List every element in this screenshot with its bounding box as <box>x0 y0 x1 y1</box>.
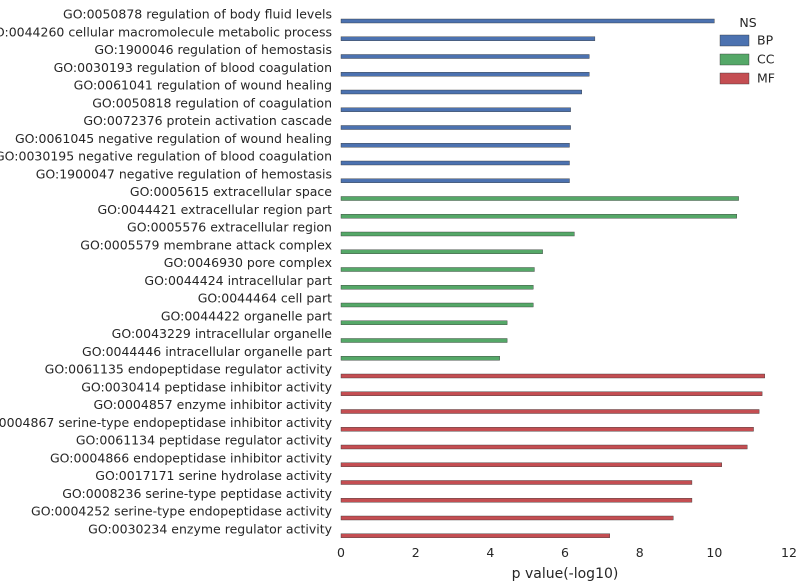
category-label: GO:0004252 serine-type endopeptidase act… <box>31 504 333 519</box>
bar-mf <box>340 462 722 467</box>
category-label: GO:0043229 intracellular organelle <box>112 326 333 341</box>
category-label: GO:0005579 membrane attack complex <box>80 237 332 252</box>
category-label: GO:0046930 pore complex <box>164 255 332 270</box>
legend-swatch-cc <box>719 53 750 66</box>
bar-mf <box>340 498 693 503</box>
bar-cc <box>340 302 534 308</box>
x-tick-label: 12 <box>781 545 797 560</box>
category-label: GO:0004866 endopeptidase inhibitor activ… <box>50 450 333 465</box>
x-tick-label: 2 <box>412 545 420 560</box>
legend-label-cc: CC <box>757 52 775 67</box>
category-label: GO:0044422 organelle part <box>161 308 332 323</box>
x-axis-title: p value(-log10) <box>512 566 619 582</box>
bar-cc <box>340 196 739 201</box>
bar-cc <box>340 249 543 254</box>
category-label: GO:0004857 enzyme inhibitor activity <box>93 397 332 412</box>
category-label: GO:0061041 regulation of wound healing <box>74 78 332 93</box>
bar-cc <box>340 267 535 272</box>
bar-bp <box>340 107 571 112</box>
x-tick-label: 10 <box>706 545 722 560</box>
bar-mf <box>340 427 754 432</box>
bar-cc <box>340 320 508 325</box>
category-label: GO:0050878 regulation of body fluid leve… <box>63 7 332 22</box>
category-label: GO:0044424 intracellular part <box>144 273 332 288</box>
bar-cc <box>340 285 534 290</box>
category-label: GO:0044464 cell part <box>198 291 332 306</box>
bar-bp <box>340 89 583 95</box>
category-label: GO:1900046 regulation of hemostasis <box>94 42 332 57</box>
x-tick-label: 8 <box>636 545 644 560</box>
bars-layer <box>340 18 765 538</box>
x-tick-label: 4 <box>486 545 494 560</box>
bar-bp <box>340 18 715 24</box>
category-label: GO:1900047 negative regulation of hemost… <box>36 166 332 181</box>
bar-mf <box>340 480 693 485</box>
bar-cc <box>340 231 575 237</box>
bar-bp <box>340 160 570 166</box>
category-label: GO:0005576 extracellular region <box>127 220 332 235</box>
bar-mf <box>340 409 760 414</box>
category-label: GO:0030193 regulation of blood coagulati… <box>54 60 332 75</box>
bar-bp <box>340 72 590 77</box>
bar-mf <box>340 444 748 450</box>
bar-cc <box>340 338 508 343</box>
bar-mf <box>340 515 674 521</box>
category-label: GO:0005615 extracellular space <box>130 184 332 199</box>
legend-swatch-mf <box>719 72 750 85</box>
category-label: GO:0044260 cellular macromolecule metabo… <box>0 24 332 39</box>
category-label: GO:0044421 extracellular region part <box>97 202 332 217</box>
category-label: GO:0061045 negative regulation of wound … <box>15 131 332 146</box>
category-label: GO:0072376 protein activation cascade <box>83 113 332 128</box>
category-label: GO:0061134 peptidase regulator activity <box>76 433 333 448</box>
category-label: GO:0030234 enzyme regulator activity <box>88 521 332 536</box>
bar-cc <box>340 356 500 361</box>
bar-bp <box>340 36 596 41</box>
legend-label-bp: BP <box>757 33 774 48</box>
bar-cc <box>340 214 737 219</box>
bar-bp <box>340 178 570 183</box>
category-label: GO:0004867 serine-type endopeptidase inh… <box>0 415 333 430</box>
x-tick-label: 6 <box>561 545 569 560</box>
category-label: GO:0017171 serine hydrolase activity <box>95 468 332 483</box>
bar-mf <box>340 391 763 396</box>
legend-swatch-bp <box>719 34 750 47</box>
bar-bp <box>340 143 570 148</box>
category-label: GO:0030414 peptidase inhibitor activity <box>81 379 332 394</box>
category-label: GO:0061135 endopeptidase regulator activ… <box>45 362 333 377</box>
bar-mf <box>340 373 765 379</box>
legend-title: NS <box>739 15 756 30</box>
legend: NS BP CC MF <box>719 15 775 86</box>
category-label: GO:0050818 regulation of coagulation <box>92 95 332 110</box>
category-label: GO:0008236 serine-type peptidase activit… <box>62 486 332 501</box>
bar-bp <box>340 125 571 130</box>
legend-label-mf: MF <box>757 71 775 86</box>
category-label: GO:0030195 negative regulation of blood … <box>0 149 332 164</box>
bar-mf <box>340 533 610 538</box>
category-label: GO:0044446 intracellular organelle part <box>82 344 332 359</box>
x-tick-label: 0 <box>337 545 345 560</box>
x-axis-ticks: 0 2 4 6 8 10 12 <box>337 545 797 560</box>
category-labels: GO:0050878 regulation of body fluid leve… <box>0 7 333 537</box>
bar-bp <box>340 54 590 59</box>
